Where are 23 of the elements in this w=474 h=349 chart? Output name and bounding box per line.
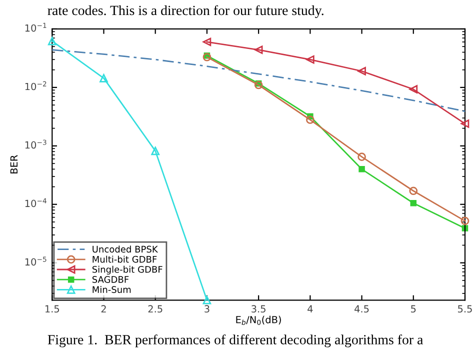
x-tick-label: 3 bbox=[204, 305, 210, 313]
y-tick-label: 10$^{−1}$ bbox=[25, 22, 46, 32]
legend-label: Single-bit GDBF bbox=[92, 266, 162, 275]
x-tick-label: 3.5 bbox=[252, 305, 266, 313]
y-tick-label: 10$^{−4}$ bbox=[25, 198, 46, 208]
y-tick-label: 10$^{−3}$ bbox=[25, 140, 46, 149]
y-axis-title: BER bbox=[10, 155, 18, 174]
x-tick-label: 4.5 bbox=[354, 305, 369, 313]
x-tick-label: 4 bbox=[308, 305, 313, 312]
y-tick-label: 10$^{−5}$ bbox=[25, 256, 46, 266]
x-tick-label: 5 bbox=[411, 305, 416, 313]
y-tick-label: 10$^{−2}$ bbox=[25, 81, 46, 90]
x-tick-label: 1.5 bbox=[45, 305, 60, 313]
legend-label: Min-Sum bbox=[92, 286, 131, 293]
legend-label: Uncoded BPSK bbox=[92, 246, 158, 253]
x-tick-label: 5.5 bbox=[458, 305, 472, 313]
text: rate codes. This is a direction for our future study. bbox=[48, 5, 324, 18]
legend-label: SAGDBF bbox=[92, 276, 129, 283]
legend-label: Multi-bit GDBF bbox=[92, 256, 157, 263]
x-axis-title: E$_{b}$/N$_{0}$(dB) bbox=[236, 316, 281, 325]
x-tick-label: 2 bbox=[101, 305, 106, 312]
x-tick-label: 2.5 bbox=[148, 305, 162, 313]
caption: Figure 1. BER performances of different decoding algorithms for a bbox=[48, 334, 424, 348]
